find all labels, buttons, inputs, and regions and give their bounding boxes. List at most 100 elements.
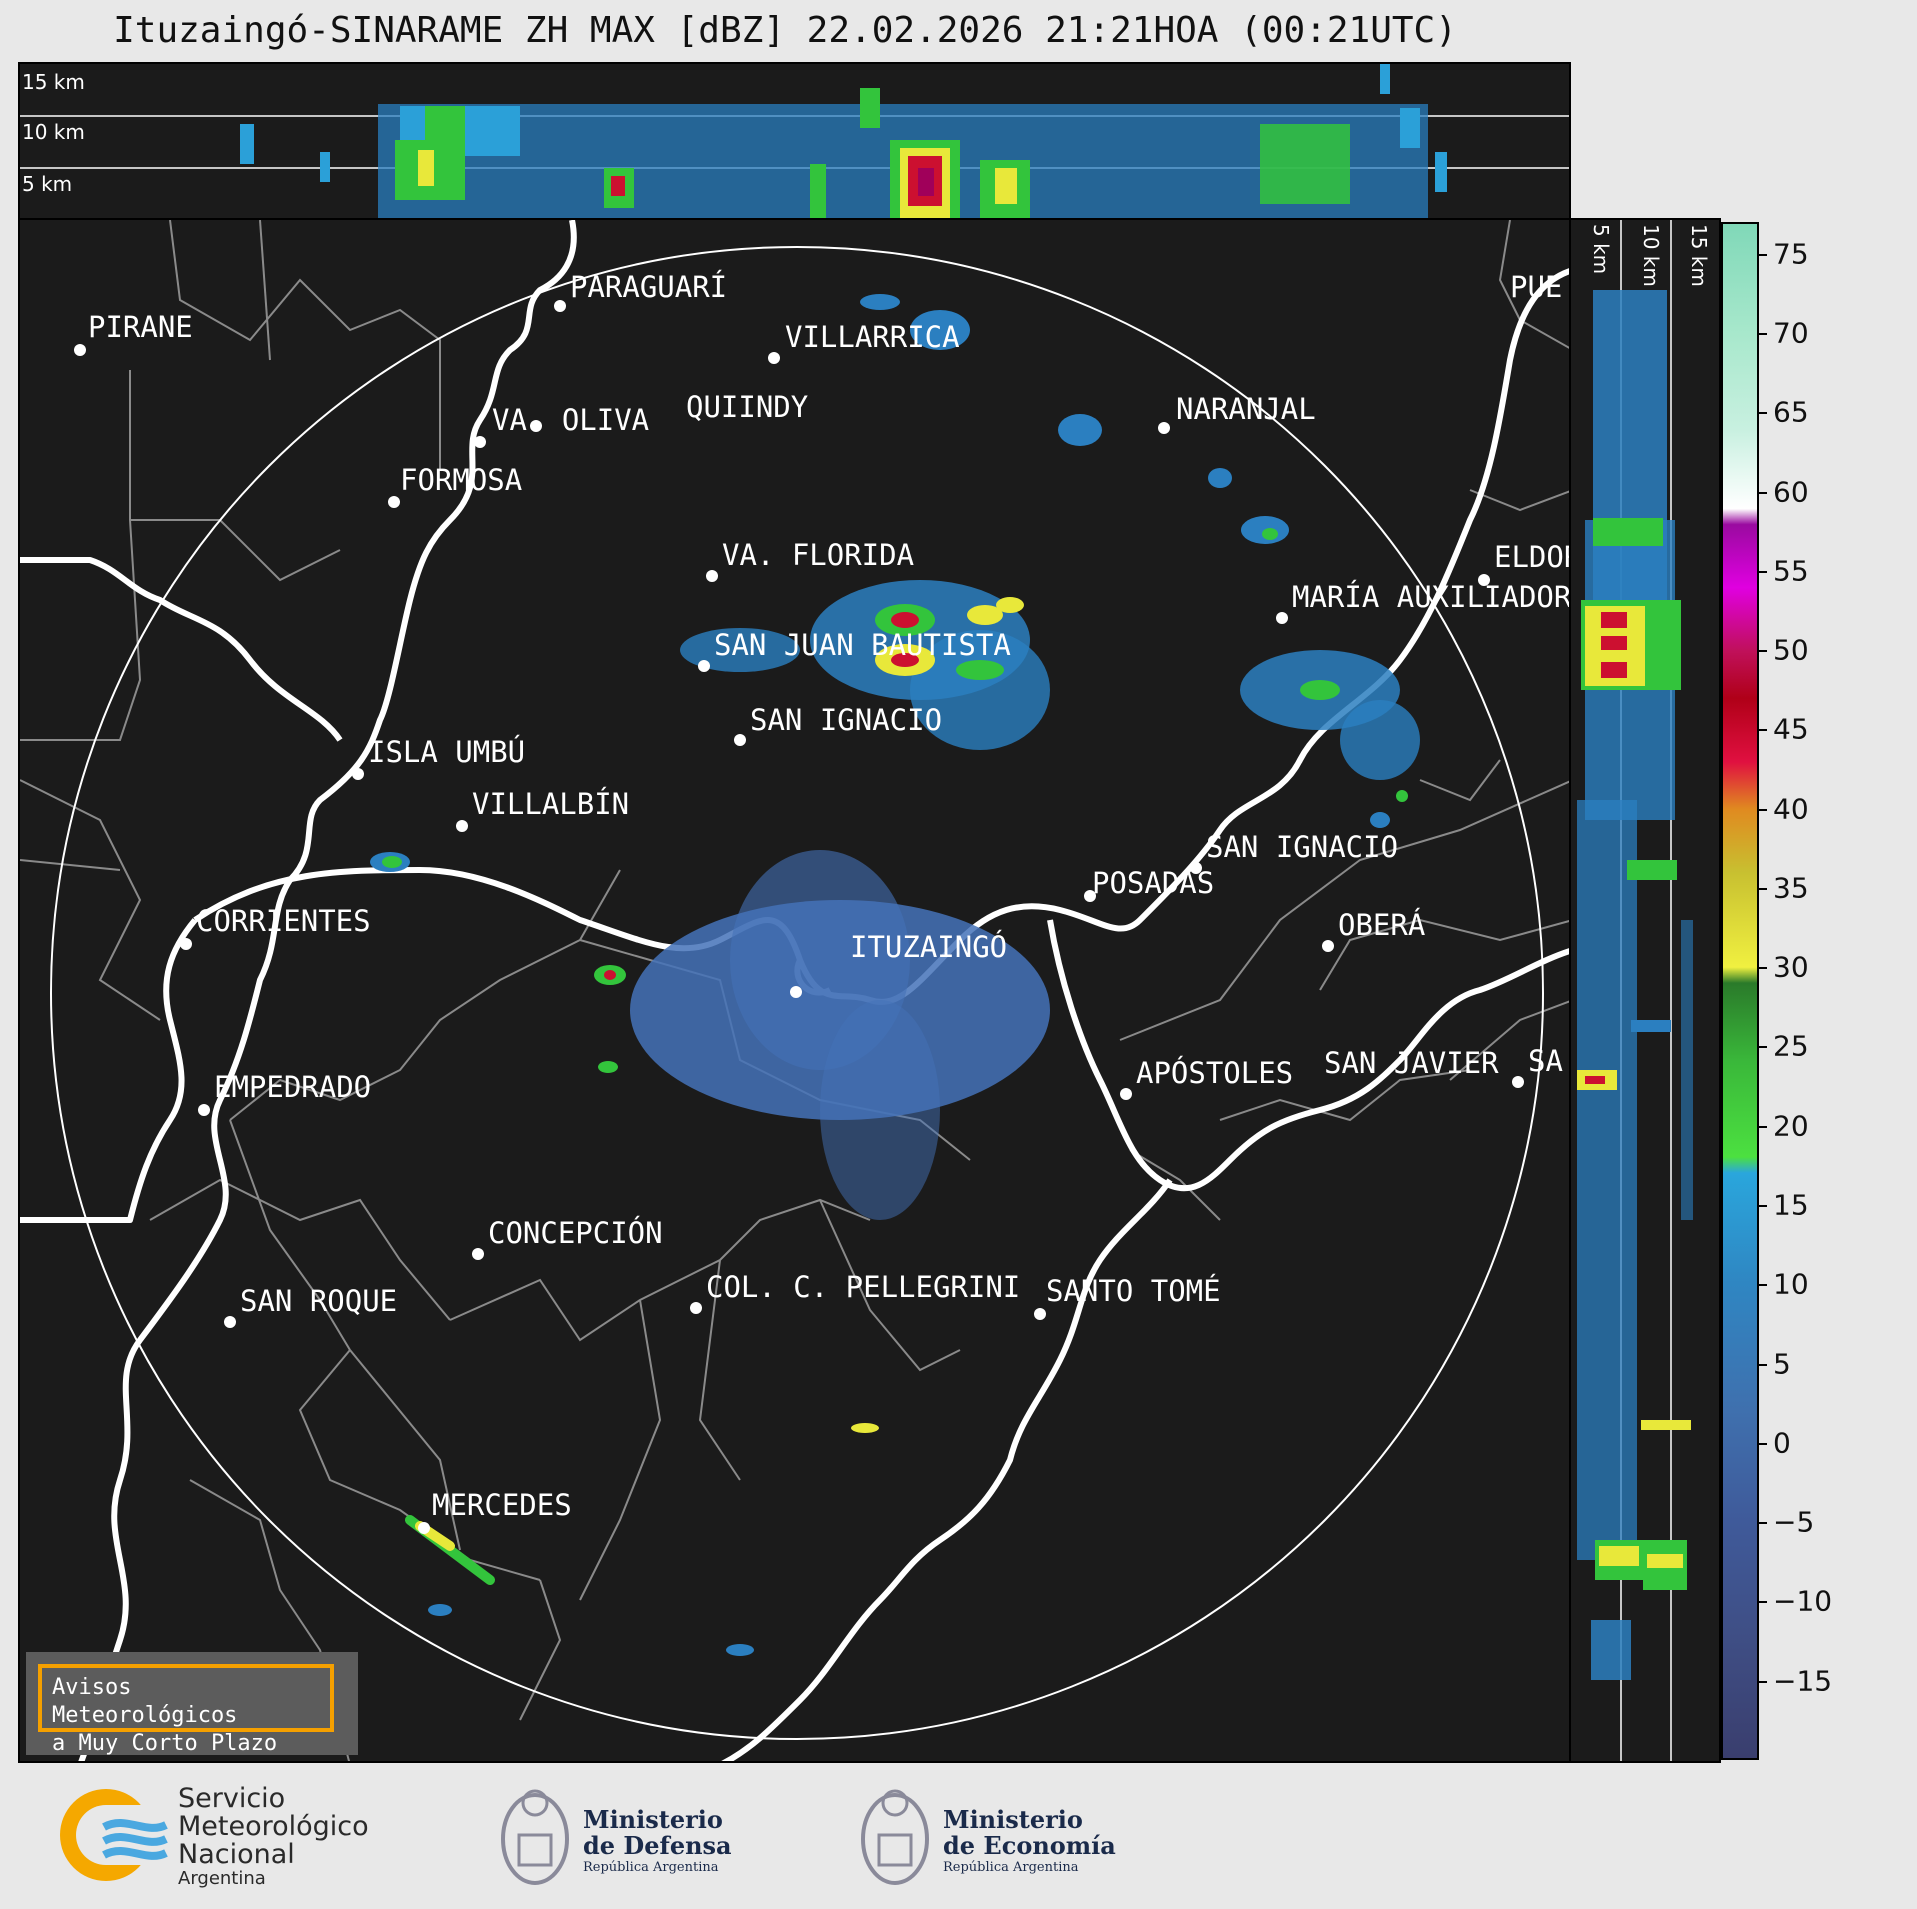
colorbar-tick-label: 65 — [1773, 395, 1809, 429]
city-dot — [1322, 940, 1334, 952]
side-profile-echoes — [1577, 220, 1693, 1761]
colorbar-tick-label: 25 — [1773, 1029, 1809, 1063]
side-height-profile: 5 km 10 km 15 km — [1569, 218, 1721, 1763]
colorbar-tick-label: 20 — [1773, 1109, 1809, 1143]
smn-logo: Servicio Meteorológico Nacional Argentin… — [56, 1785, 376, 1889]
colorbar-tick-label: 50 — [1773, 633, 1809, 667]
top-profile-echoes — [20, 64, 1569, 218]
colorbar-tick-label: 30 — [1773, 950, 1809, 984]
colorbar-tick — [1759, 887, 1767, 890]
side-height-label-5: 5 km — [1589, 224, 1613, 275]
smn-line-3: Nacional — [178, 1839, 295, 1870]
city-dot — [1120, 1088, 1132, 1100]
colorbar-tick-label: 75 — [1773, 237, 1809, 271]
top-height-label-10: 10 km — [22, 120, 85, 144]
colorbar-tick — [1759, 491, 1767, 494]
colorbar-tick — [1759, 967, 1767, 970]
city-dot — [352, 768, 364, 780]
city-dot — [180, 938, 192, 950]
colorbar-tick — [1759, 1680, 1767, 1683]
economia-line-1: Ministerio — [943, 1805, 1083, 1834]
city-dot — [1084, 890, 1096, 902]
colorbar-tick — [1759, 332, 1767, 335]
colorbar-tick — [1759, 1125, 1767, 1128]
colorbar-ticks: 75 70 65 60 55 50 45 40 35 30 25 20 15 10 5 0 −5 −10 −15 — [1759, 222, 1879, 1760]
city-label-quiindy: QUIINDY — [686, 390, 809, 424]
colorbar-tick — [1759, 1046, 1767, 1049]
colorbar-tick — [1759, 570, 1767, 573]
city-dot — [530, 420, 542, 432]
economia-logo: Ministerio de Economía República Argenti… — [855, 1775, 1135, 1895]
colorbar-tick-label: 55 — [1773, 554, 1809, 588]
city-label-empedrado: EMPEDRADO — [214, 1070, 372, 1104]
city-dot — [554, 300, 566, 312]
city-label-va-florida: VA. FLORIDA — [722, 538, 915, 572]
colorbar-tick — [1759, 1442, 1767, 1445]
city-label-pue: PUE — [1510, 270, 1563, 304]
colorbar-tick-label: −5 — [1773, 1505, 1815, 1539]
city-label-formosa: FORMOSA — [400, 463, 523, 497]
city-label-san-javier: SAN JAVIER — [1324, 1046, 1499, 1080]
defensa-line-1: Ministerio — [583, 1805, 723, 1834]
city-label-san-ignacio-ar: SAN IGNACIO — [1206, 830, 1399, 864]
economia-line-2: de Economía — [943, 1831, 1116, 1860]
national-seal-icon — [861, 1789, 929, 1885]
city-label-apostoles: APÓSTOLES — [1136, 1056, 1294, 1090]
colorbar-tick — [1759, 253, 1767, 256]
city-dot — [1478, 574, 1490, 586]
top-height-label-5: 5 km — [22, 172, 73, 196]
warning-line-2: a Muy Corto Plazo — [52, 1731, 278, 1756]
city-label-mercedes: MERCEDES — [432, 1488, 572, 1522]
city-dot — [768, 352, 780, 364]
city-label-san-juan-bautista: SAN JUAN BAUTISTA — [714, 628, 1011, 662]
city-dot — [690, 1302, 702, 1314]
radar-map: PARAGUARÍ PIRANE VILLARRICA VA. OLIVA QU… — [18, 218, 1571, 1763]
colorbar-tick — [1759, 1205, 1767, 1208]
city-label-san-roque: SAN ROQUE — [240, 1284, 398, 1318]
city-label-va-oliva: VA. OLIVA — [492, 403, 650, 437]
city-dot — [474, 436, 486, 448]
city-label-col-c-pellegrini: COL. C. PELLEGRINI — [706, 1270, 1021, 1304]
city-dot — [1276, 612, 1288, 624]
colorbar-tick-label: 15 — [1773, 1188, 1809, 1222]
city-dot — [698, 660, 710, 672]
defensa-line-2: de Defensa — [583, 1831, 732, 1860]
economia-line-3: República Argentina — [943, 1860, 1079, 1875]
warning-line-1: Avisos Meteorológicos — [52, 1675, 238, 1728]
colorbar-tick-label: −15 — [1773, 1664, 1833, 1698]
colorbar-tick-label: 35 — [1773, 871, 1809, 905]
colorbar-tick — [1759, 650, 1767, 653]
city-dot — [734, 734, 746, 746]
city-label-naranjal: NARANJAL — [1176, 392, 1316, 426]
colorbar-tick — [1759, 412, 1767, 415]
city-label-san-ignacio-py: SAN IGNACIO — [750, 703, 943, 737]
city-label-santo-tome: SANTO TOMÉ — [1046, 1274, 1221, 1308]
warning-banner-frame: Avisos Meteorológicos a Muy Corto Plazo — [38, 1664, 334, 1756]
city-dot — [388, 496, 400, 508]
city-dot — [198, 1104, 210, 1116]
city-dot — [1034, 1308, 1046, 1320]
smn-line-4: Argentina — [178, 1868, 266, 1889]
city-label-posadas: POSADAS — [1092, 866, 1215, 900]
city-dot — [456, 820, 468, 832]
colorbar-tick-label: 40 — [1773, 792, 1809, 826]
smn-line-2: Meteorológico — [178, 1811, 369, 1842]
radar-echoes — [370, 294, 1420, 1656]
colorbar-tick-label: 10 — [1773, 1267, 1809, 1301]
city-label-sa: SA — [1528, 1044, 1563, 1078]
city-label-ituzaingo: ITUZAINGÓ — [850, 930, 1008, 964]
colorbar-tick-label: −10 — [1773, 1584, 1833, 1618]
city-label-obera: OBERÁ — [1338, 908, 1426, 942]
colorbar-tick — [1759, 1284, 1767, 1287]
colorbar-tick — [1759, 729, 1767, 732]
radar-range-circle — [50, 246, 1544, 1740]
admin-boundaries — [20, 220, 1569, 1761]
city-dot — [1190, 862, 1202, 874]
warning-banner: Avisos Meteorológicos a Muy Corto Plazo — [26, 1652, 358, 1756]
city-label-pirane: PIRANE — [88, 310, 193, 344]
city-label-concepcion: CONCEPCIÓN — [488, 1216, 663, 1250]
top-height-profile: 15 km 10 km 5 km — [18, 62, 1571, 220]
map-layer — [20, 220, 1569, 1761]
colorbar-tick — [1759, 1522, 1767, 1525]
city-dot — [74, 344, 86, 356]
